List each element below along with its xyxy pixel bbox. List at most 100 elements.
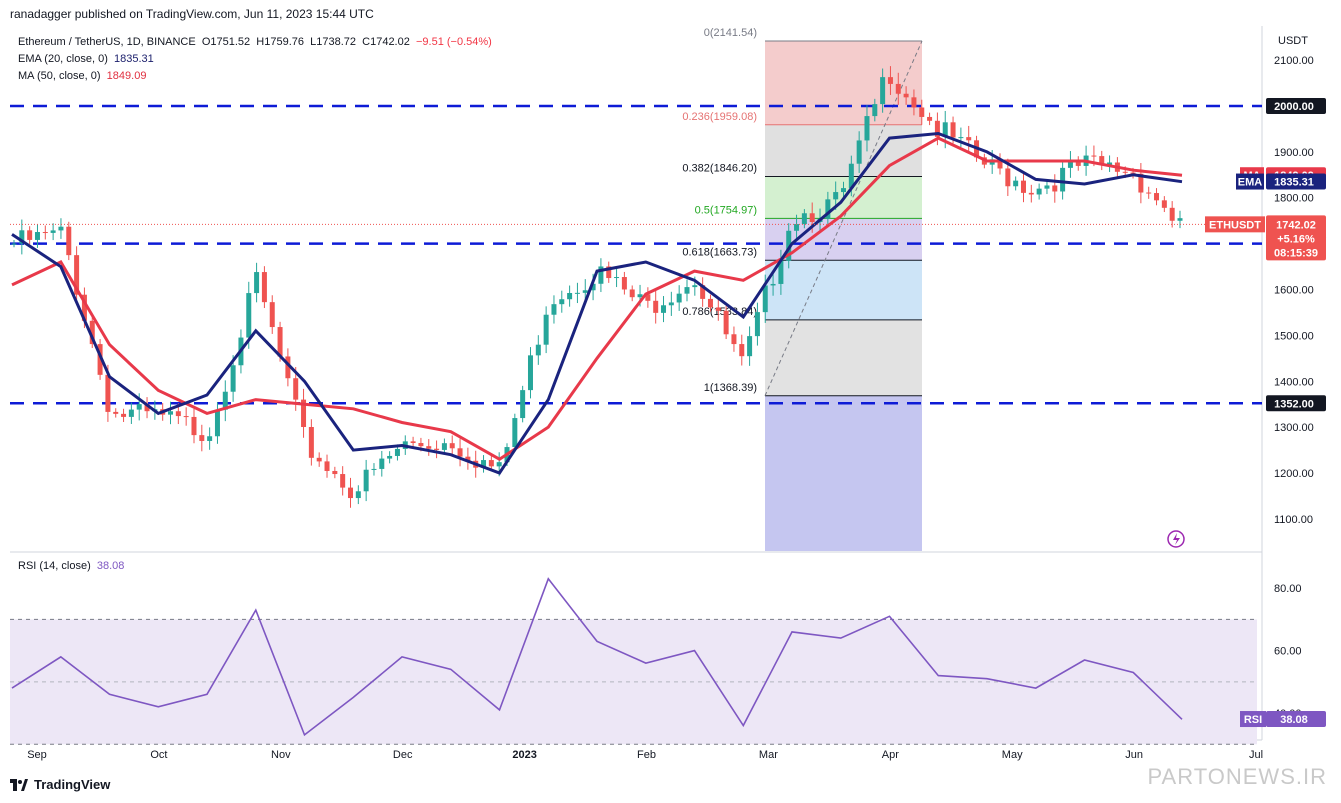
candle-body [1169,207,1175,221]
level-2000-tag-text: 2000.00 [1274,101,1314,113]
rsi-band [10,619,1257,745]
price-tick: 1400.00 [1274,376,1314,388]
candle-body [864,116,870,141]
rsi-tick: 60.00 [1274,646,1302,658]
candle-body [1122,171,1128,173]
candle-body [457,448,463,457]
time-label: Jul [1249,749,1263,761]
candle-body [934,120,940,137]
price-tick: 1900.00 [1274,147,1314,159]
candle-body [1060,167,1066,192]
open-value: O1751.52 [201,36,251,48]
countdown: 08:15:39 [1274,247,1318,259]
candle-body [958,137,964,139]
rsi-name: RSI [1244,714,1262,726]
lightning-icon [1167,530,1185,548]
candle-body [379,458,385,469]
candle-body [942,122,948,137]
close-value: C1742.02 [362,36,410,48]
candle-body [567,292,573,300]
candle-body [661,305,667,313]
candle-body [637,294,643,298]
time-label: Nov [271,749,291,761]
candle-body [81,294,87,321]
candle-body [1044,185,1050,189]
candle-body [778,260,784,284]
price-chart[interactable]: 0(2141.54) 0.236(1959.08) 0.382(1846.20) 0.… [0,0,1341,770]
candle-body [434,448,440,450]
level-1352-tag-text: 1352.00 [1274,398,1314,410]
candle-body [903,93,909,98]
ma-label: MA (50, close, 0) [18,70,101,82]
candle-body [754,312,760,337]
rsi-value: 38.08 [96,560,125,572]
candle-body [394,448,400,456]
ma-value: 1849.09 [106,70,147,82]
tradingview-logo[interactable]: TradingView [10,777,110,792]
candle-body [809,213,815,223]
candle-body [332,470,338,475]
candle-body [606,266,612,279]
candle-body [58,226,64,231]
symbol-name: Ethereum / TetherUS, 1D, BINANCE [18,36,196,48]
candle-body [113,411,119,414]
candle-body [598,266,604,284]
candle-body [700,285,706,299]
candle-body [74,255,80,295]
candle-body [308,427,314,458]
candle-body [481,460,487,468]
candle-body [715,307,721,311]
fib-band [765,260,922,320]
candle-body [559,299,565,305]
candle-body [872,104,878,117]
candle-body [27,230,33,240]
candle-body [1005,168,1011,187]
candle-body [621,277,627,290]
candle-body [1099,156,1105,165]
candle-body [1154,193,1160,201]
time-label: Mar [759,749,778,761]
candle-body [488,460,494,467]
symbol-tag: ETHUSDT [1209,219,1261,231]
fib-level-label: 0.382(1846.20) [682,163,757,175]
high-value: H1759.76 [256,36,304,48]
candle-body [293,378,299,400]
candle-body [207,436,213,441]
candle-body [950,122,956,138]
tradingview-brand: TradingView [34,777,111,792]
ma-legend[interactable]: MA (50, close, 0) 1849.09 [18,70,146,82]
candle-body [301,399,307,428]
candle-body [1067,161,1073,168]
candle-body [668,302,674,306]
candle-body [277,327,283,357]
candle-body [676,293,682,303]
candle-body [496,462,502,467]
candle-body [927,116,933,121]
candle-body [371,468,377,470]
time-label: Feb [637,749,656,761]
candle-body [410,441,416,444]
ema-price-tag: 1835.31 [1266,173,1326,190]
candle-body [614,277,620,279]
candle-body [739,344,745,357]
candle-body [1138,173,1144,193]
candle-body [1107,162,1113,165]
candle-body [919,107,925,117]
rsi-legend[interactable]: RSI (14, close) 38.08 [18,560,124,572]
rsi-value-bg [1266,711,1326,728]
fib-level-label: 0.618(1663.73) [682,246,757,258]
ema-legend[interactable]: EMA (20, close, 0) 1835.31 [18,53,154,65]
rsi-line [11,577,1183,737]
candle-body [214,409,220,437]
time-label: Sep [27,749,47,761]
candle-body [590,283,596,291]
rsi-tick: 80.00 [1274,583,1302,595]
time-label: Dec [393,749,413,761]
candle-body [66,226,72,256]
watermark: PARTONEWS.IR [1147,764,1327,789]
candle-body [1028,192,1034,195]
candle-body [19,230,25,244]
level-1352-tag: 1352.00 [1266,395,1326,412]
candle-body [128,409,134,417]
fib-level-label: 0.236(1959.08) [682,111,757,123]
